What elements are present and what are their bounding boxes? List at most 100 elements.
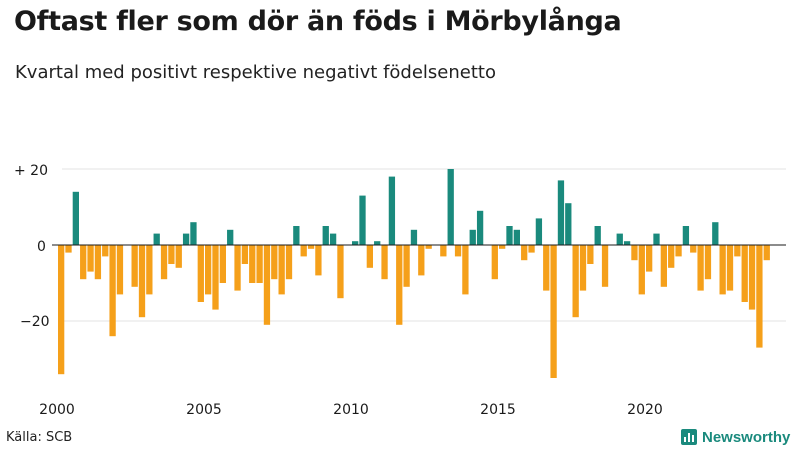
bar [337, 245, 344, 299]
bar [734, 245, 741, 257]
bar [476, 210, 484, 245]
bar [756, 245, 763, 348]
bar [587, 245, 594, 264]
bar [153, 233, 160, 245]
bar [631, 245, 638, 261]
bar [447, 169, 454, 245]
bar [249, 245, 256, 283]
y-tick-label-neg20: −20 [20, 314, 50, 330]
bar [227, 229, 234, 245]
bar [116, 245, 124, 295]
bar [726, 245, 734, 291]
bar [418, 245, 425, 276]
bar [285, 245, 293, 280]
bar [109, 245, 116, 337]
bar [381, 245, 388, 280]
bar [697, 245, 704, 291]
x-tick-label-2005: 2005 [186, 402, 222, 418]
bar [668, 245, 675, 268]
brand-name: Newsworthy [702, 428, 791, 446]
bar [440, 245, 447, 257]
bar [690, 245, 697, 253]
bar [58, 245, 65, 375]
bar [660, 245, 667, 287]
bar [256, 245, 263, 283]
bar [469, 229, 476, 245]
bar [94, 245, 102, 280]
bar [300, 245, 307, 257]
bar [175, 245, 182, 268]
bar [329, 233, 337, 245]
x-tick-label-2015: 2015 [480, 402, 516, 418]
bar [182, 233, 190, 245]
bar-chart: + 20 0 −20 2000 2005 2010 2015 2020 [14, 163, 786, 418]
bar-chart-icon [681, 429, 697, 445]
bar [748, 245, 756, 310]
bar [241, 245, 249, 264]
bar [491, 245, 498, 280]
bar [410, 229, 418, 245]
bar [146, 245, 153, 295]
gridlines [62, 168, 786, 322]
bar [454, 245, 462, 257]
x-tick-label-2010: 2010 [333, 402, 369, 418]
bar [352, 241, 359, 245]
bar [65, 245, 72, 253]
bar [197, 245, 204, 302]
bar [374, 241, 381, 245]
brand-logo: Newsworthy [681, 427, 790, 447]
bars [58, 169, 770, 378]
x-tick-label-2020: 2020 [627, 402, 663, 418]
bar [403, 245, 410, 287]
bar [271, 245, 278, 280]
bar [72, 191, 79, 245]
source-note: Källa: SCB [6, 430, 73, 445]
y-tick-label-0: 0 [37, 239, 46, 255]
bar [234, 245, 241, 291]
bar [513, 229, 520, 245]
bar [741, 245, 748, 302]
bar [653, 233, 660, 245]
bar [638, 245, 645, 295]
bar [87, 245, 94, 272]
bar [565, 203, 572, 245]
y-tick-label-pos20: + 20 [14, 163, 48, 179]
bar [535, 218, 543, 245]
bar [212, 245, 219, 310]
bar [528, 245, 535, 253]
bar [712, 222, 719, 245]
bar [168, 245, 175, 264]
bar [219, 245, 226, 283]
bar [521, 245, 528, 261]
bar [425, 245, 432, 249]
bar [396, 245, 403, 325]
bar [601, 245, 609, 287]
bar [594, 226, 601, 245]
bar [138, 245, 146, 318]
bar [102, 245, 109, 257]
bar [462, 245, 469, 295]
bar [763, 245, 770, 261]
bar [293, 226, 300, 245]
bar [359, 195, 366, 245]
bar [579, 245, 587, 291]
x-tick-label-2000: 2000 [39, 402, 75, 418]
bar [572, 245, 579, 318]
bar [190, 222, 197, 245]
bar [557, 180, 565, 245]
bar [506, 226, 513, 245]
bar [682, 226, 690, 245]
bar [131, 245, 138, 287]
chart-title: Oftast fler som dör än föds i Mörbylånga [14, 6, 622, 37]
bar [616, 233, 623, 245]
bar [80, 245, 87, 280]
bar [307, 245, 315, 249]
bar [263, 245, 271, 325]
bar [205, 245, 212, 295]
bar [388, 176, 396, 245]
bar [499, 245, 506, 249]
bar [543, 245, 550, 291]
bar [315, 245, 322, 276]
bar [322, 226, 329, 245]
bar [366, 245, 373, 268]
